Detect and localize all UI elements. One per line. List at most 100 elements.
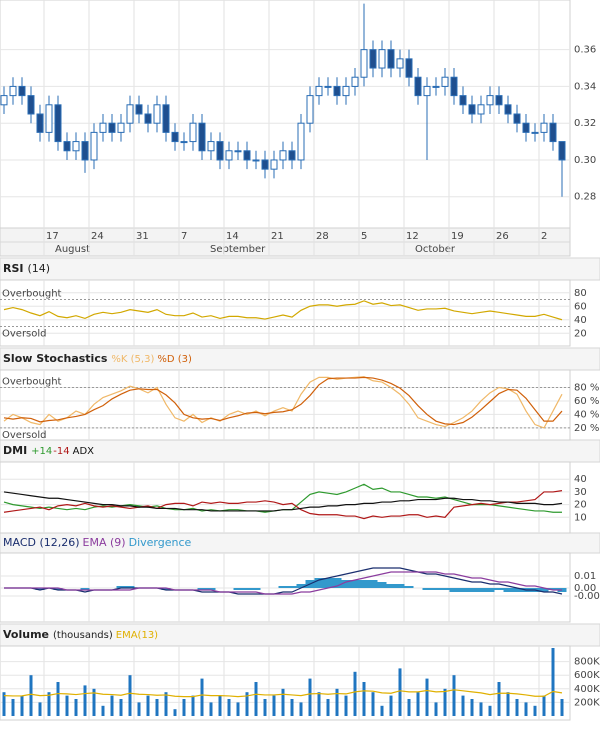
y-tick-label: 40 [574,315,587,326]
candle-body [63,141,71,152]
bar [38,702,42,716]
y-tick-label: 60 % [574,396,599,407]
divergence-bar [287,586,297,588]
y-tick-label: 0.32 [574,118,596,129]
panel-title: MACD (12,26) EMA (9) Divergence [3,536,191,549]
bar [119,699,123,716]
bar [452,675,456,716]
bar [182,699,186,716]
divergence-bar [440,588,450,590]
bar [461,695,465,716]
y-tick-label: 600K [574,670,600,681]
candle-body [495,95,503,106]
candle-body [531,131,539,134]
divergence-bar [476,588,486,592]
bar [344,695,348,716]
bar [2,692,6,716]
bar [11,699,15,716]
candle-body [18,85,26,97]
bar [290,699,294,716]
bar [245,692,249,716]
bar [407,699,411,716]
bar [506,692,510,716]
candle-body [459,95,467,106]
panel-frame [0,279,571,347]
divergence-bar [332,578,342,588]
divergence-bar [125,586,135,588]
legend-entry: EMA (9) [83,536,126,549]
bar [191,695,195,716]
candle-body [270,159,278,170]
bar [56,682,60,716]
x-tick-label: 2 [541,231,547,242]
candle-body [396,58,404,69]
y-tick-label: 30 [574,487,587,498]
candle-body [288,150,296,161]
divergence-bar [116,586,126,588]
candle-body [378,49,386,69]
divergence-bar [296,584,306,588]
candle-body [486,95,494,106]
divergence-bar [233,588,243,590]
candle-body [522,122,530,133]
candle-body [27,95,35,115]
candle-body [450,76,458,97]
bar [380,705,384,716]
legend-entry: %D (3) [157,354,192,365]
divergence-bar [458,588,468,592]
title: Slow Stochastics [3,352,108,365]
series-line [3,490,563,520]
divergence-bar [206,588,216,590]
bar [389,695,393,716]
candle-body [333,85,341,97]
divergence-bar [449,588,459,592]
candle-body [261,159,269,170]
bar [236,702,240,716]
bar [65,695,69,716]
candle-body [162,104,170,133]
divergence-bar [512,588,522,592]
candle-body [117,122,125,133]
divergence-bar [503,588,513,592]
x-tick-label: 19 [451,231,464,242]
candle-body [54,104,62,143]
bar [281,688,285,716]
bar [20,695,24,716]
divergence-bar [278,586,288,588]
divergence-bar [53,588,63,590]
divergence-bar [395,584,405,588]
candle-body [198,122,206,152]
bar [362,682,366,716]
candle-body [126,104,134,124]
panel-frame [0,461,571,534]
panel-frame [0,0,571,229]
y-tick-label: 0.00 [574,583,596,594]
candle-body [423,85,431,97]
bar [137,702,141,716]
bar [551,648,555,716]
y-tick-label: 0.30 [574,155,596,166]
divergence-bar [485,588,495,592]
bar [479,702,483,716]
candle-body [9,85,17,97]
bar [173,709,177,716]
candle-body [513,113,521,124]
candle-body [36,113,44,133]
bar [308,678,312,716]
bar [317,692,321,716]
bar [560,699,564,716]
month-label: August [55,244,90,255]
candle-body [180,141,188,144]
bar [542,695,546,716]
divergence-bar [359,580,369,588]
candle-body [243,150,251,161]
divergence-bar [35,588,45,590]
bar [335,688,339,716]
y-tick-label: 400K [574,684,600,695]
divergence-bar [404,586,414,588]
bar [47,692,51,716]
series-line [3,483,562,513]
y-tick-label: 40 % [574,409,599,420]
candle-body [351,76,359,87]
